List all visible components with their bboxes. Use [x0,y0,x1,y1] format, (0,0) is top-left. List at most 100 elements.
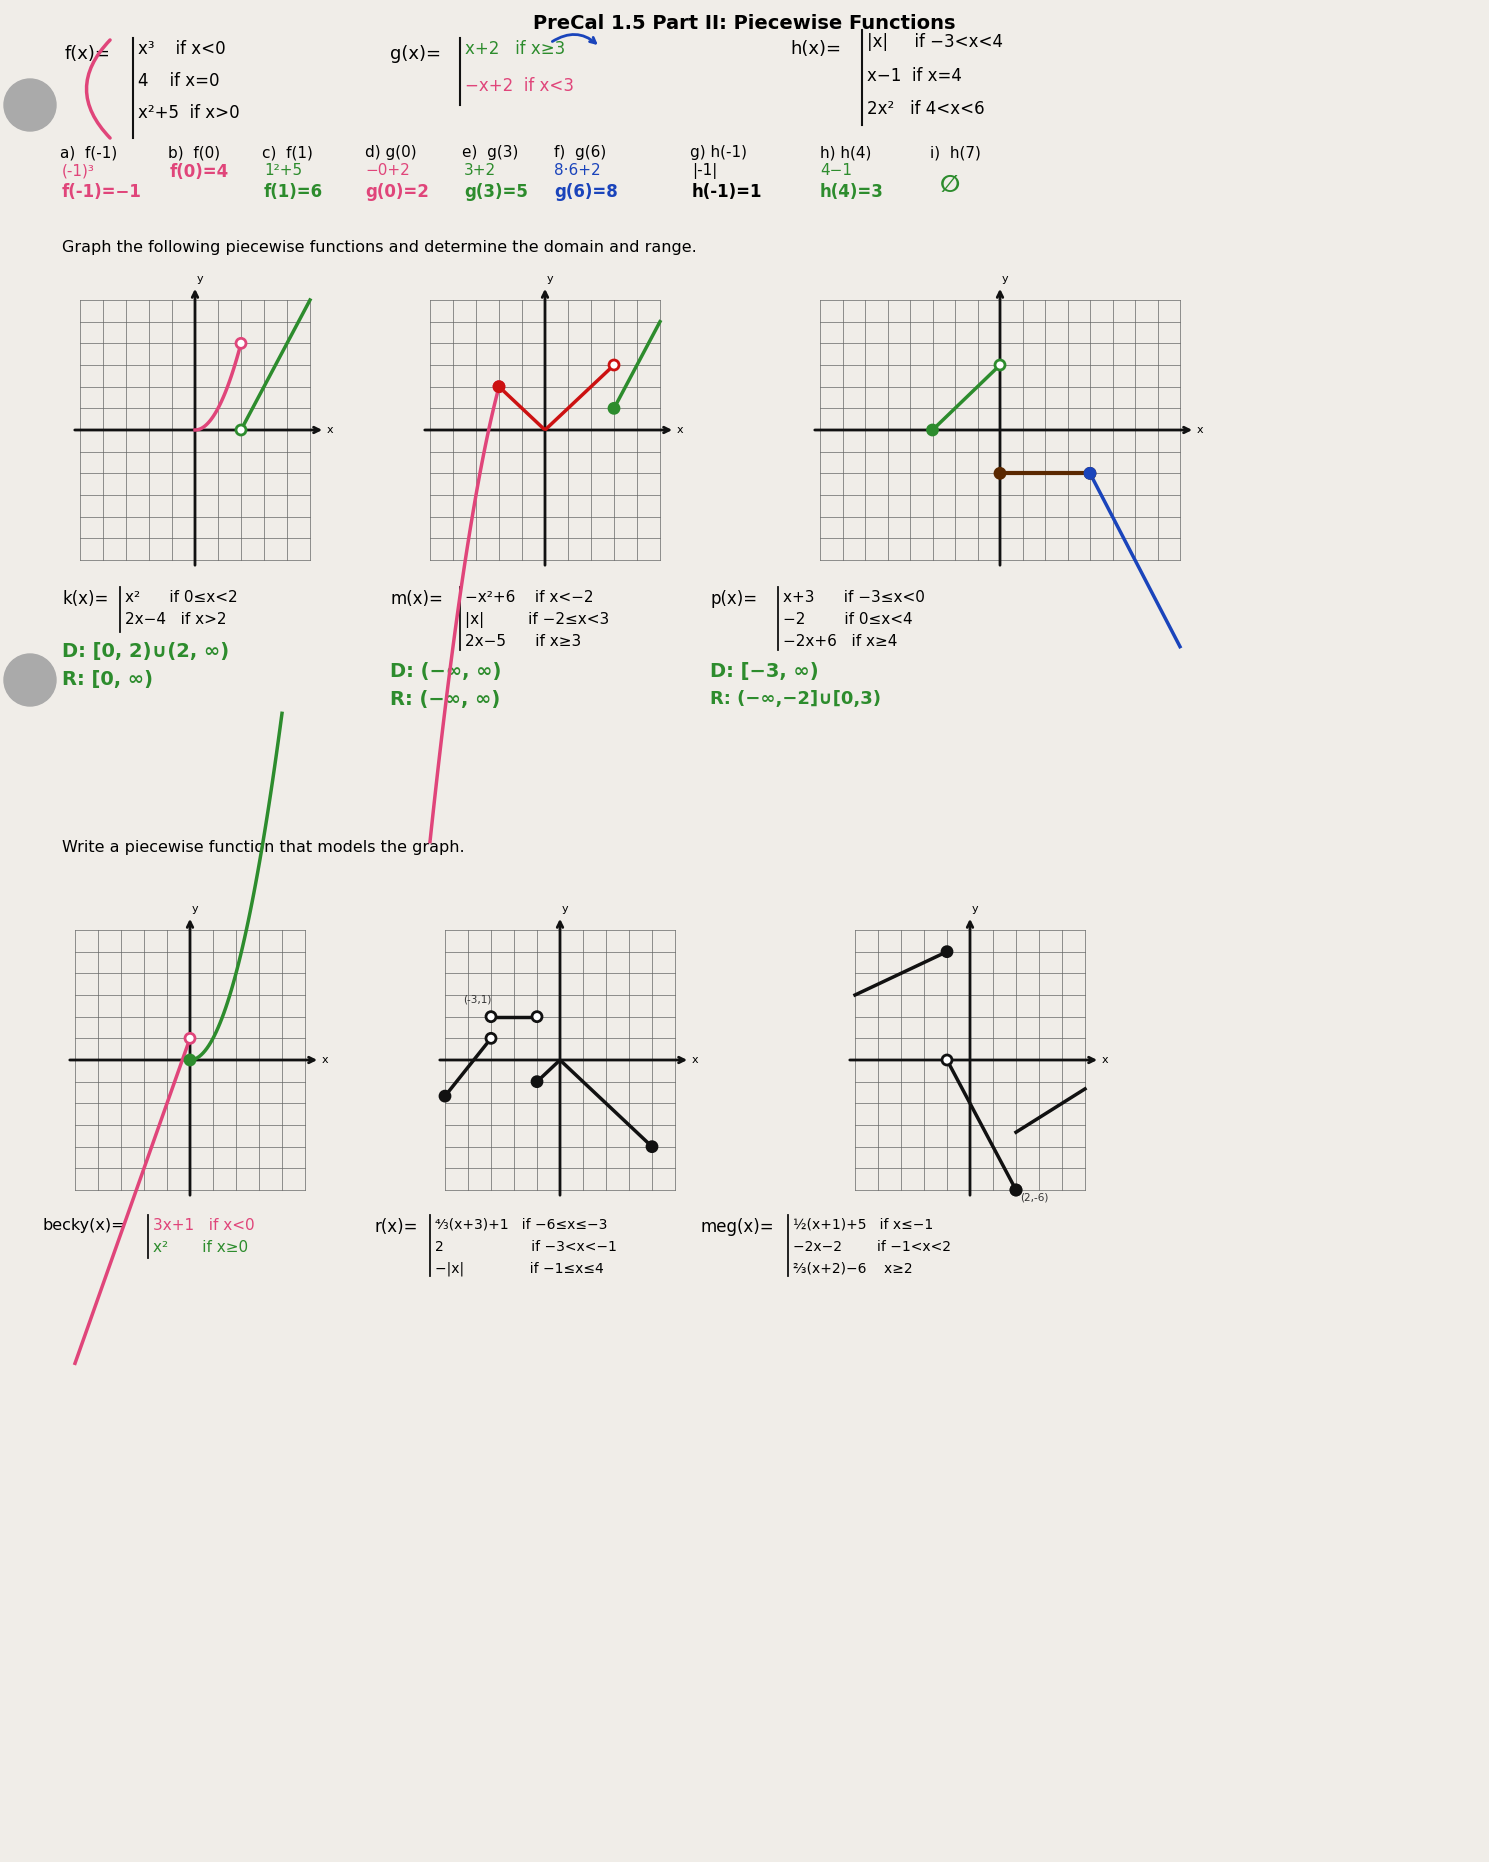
Circle shape [532,1011,542,1022]
Text: x: x [692,1056,698,1065]
Text: h(x)=: h(x)= [791,39,841,58]
Circle shape [1011,1184,1021,1195]
Text: i)  h(7): i) h(7) [931,145,981,160]
Text: ½(x+1)+5   if x≤−1: ½(x+1)+5 if x≤−1 [794,1218,934,1233]
Text: |-1|: |-1| [692,164,718,179]
Text: R: (−∞,−2]∪[0,3): R: (−∞,−2]∪[0,3) [710,691,881,708]
Text: y: y [1002,274,1008,285]
Text: ⅔(x+2)−6    x≥2: ⅔(x+2)−6 x≥2 [794,1262,913,1275]
Text: 2x²   if 4<x<6: 2x² if 4<x<6 [867,101,984,117]
Text: (-1)³: (-1)³ [63,164,95,179]
Text: |x|     if −3<x<4: |x| if −3<x<4 [867,34,1004,50]
Text: −0+2: −0+2 [365,164,409,179]
Text: x: x [322,1056,329,1065]
Circle shape [648,1141,657,1153]
Text: becky(x)=: becky(x)= [42,1218,125,1233]
Text: −x²+6    if x<−2: −x²+6 if x<−2 [465,590,594,605]
Text: −x+2  if x<3: −x+2 if x<3 [465,76,573,95]
Text: x−1  if x=4: x−1 if x=4 [867,67,962,86]
Text: D: [−3, ∞): D: [−3, ∞) [710,663,819,681]
Text: x: x [1102,1056,1109,1065]
Text: D: (−∞, ∞): D: (−∞, ∞) [390,663,502,681]
Text: −2        if 0≤x<4: −2 if 0≤x<4 [783,613,913,627]
Circle shape [609,404,619,413]
Text: 2                    if −3<x<−1: 2 if −3<x<−1 [435,1240,616,1253]
Circle shape [4,654,57,706]
Text: x: x [677,425,683,436]
Text: f(1)=6: f(1)=6 [264,182,323,201]
Text: x: x [1197,425,1203,436]
Circle shape [943,1056,951,1065]
Text: x³    if x<0: x³ if x<0 [138,39,226,58]
Text: 8·6+2: 8·6+2 [554,164,600,179]
Text: c)  f(1): c) f(1) [262,145,313,160]
Text: e)  g(3): e) g(3) [462,145,518,160]
Circle shape [494,382,503,391]
Circle shape [943,946,951,957]
Circle shape [532,1076,542,1087]
Text: h(4)=3: h(4)=3 [820,182,884,201]
Text: g(x)=: g(x)= [390,45,441,63]
Text: PreCal 1.5 Part II: Piecewise Functions: PreCal 1.5 Part II: Piecewise Functions [533,15,956,34]
Text: 2x−5      if x≥3: 2x−5 if x≥3 [465,633,581,650]
Text: r(x)=: r(x)= [375,1218,418,1236]
Text: Write a piecewise function that models the graph.: Write a piecewise function that models t… [63,840,465,855]
Text: d) g(0): d) g(0) [365,145,417,160]
Circle shape [235,425,246,436]
Text: f)  g(6): f) g(6) [554,145,606,160]
Circle shape [185,1056,195,1065]
Text: (2,-6): (2,-6) [1020,1192,1048,1203]
Circle shape [1011,1184,1021,1195]
Circle shape [928,425,938,436]
Text: R: [0, ∞): R: [0, ∞) [63,670,153,689]
Text: y: y [546,274,554,285]
Circle shape [609,359,619,371]
Text: g(3)=5: g(3)=5 [465,182,529,201]
Text: Graph the following piecewise functions and determine the domain and range.: Graph the following piecewise functions … [63,240,697,255]
Text: f(x)=: f(x)= [66,45,110,63]
Text: |x|         if −2≤x<3: |x| if −2≤x<3 [465,613,609,627]
Circle shape [185,1033,195,1043]
Text: m(x)=: m(x)= [390,590,442,609]
Text: 2x−4   if x>2: 2x−4 if x>2 [125,613,226,627]
Text: y: y [192,903,198,914]
Text: (-3,1): (-3,1) [463,994,491,1005]
Text: x²+5  if x>0: x²+5 if x>0 [138,104,240,123]
Circle shape [995,469,1005,479]
Text: x²       if x≥0: x² if x≥0 [153,1240,249,1255]
Text: x: x [328,425,334,436]
Text: b)  f(0): b) f(0) [168,145,220,160]
Text: f(0)=4: f(0)=4 [170,164,229,181]
Circle shape [995,359,1005,371]
Text: y: y [561,903,569,914]
Circle shape [1085,469,1094,479]
Text: 3x+1   if x<0: 3x+1 if x<0 [153,1218,255,1233]
Text: g) h(-1): g) h(-1) [689,145,747,160]
Text: ∅: ∅ [940,173,960,197]
Text: g(0)=2: g(0)=2 [365,182,429,201]
Text: −|x|               if −1≤x≤4: −|x| if −1≤x≤4 [435,1262,603,1277]
Text: R: (−∞, ∞): R: (−∞, ∞) [390,691,500,709]
Text: ⁴⁄₃(x+3)+1   if −6≤x≤−3: ⁴⁄₃(x+3)+1 if −6≤x≤−3 [435,1218,608,1233]
Text: meg(x)=: meg(x)= [700,1218,774,1236]
Text: D: [0, 2)∪(2, ∞): D: [0, 2)∪(2, ∞) [63,642,229,661]
Text: −2x+6   if x≥4: −2x+6 if x≥4 [783,633,898,650]
Text: 4−1: 4−1 [820,164,852,179]
Circle shape [494,382,503,391]
Circle shape [235,339,246,348]
Text: f(-1)=−1: f(-1)=−1 [63,182,141,201]
Text: y: y [197,274,204,285]
Circle shape [1085,469,1094,479]
Text: 1²+5: 1²+5 [264,164,302,179]
Text: x+2   if x≥3: x+2 if x≥3 [465,39,566,58]
Circle shape [441,1091,450,1100]
Text: p(x)=: p(x)= [710,590,756,609]
Text: x²      if 0≤x<2: x² if 0≤x<2 [125,590,238,605]
Text: 4    if x=0: 4 if x=0 [138,73,219,89]
Text: 3+2: 3+2 [465,164,496,179]
Text: h) h(4): h) h(4) [820,145,871,160]
Text: a)  f(-1): a) f(-1) [60,145,118,160]
Circle shape [485,1011,496,1022]
Text: y: y [972,903,978,914]
Text: k(x)=: k(x)= [63,590,109,609]
